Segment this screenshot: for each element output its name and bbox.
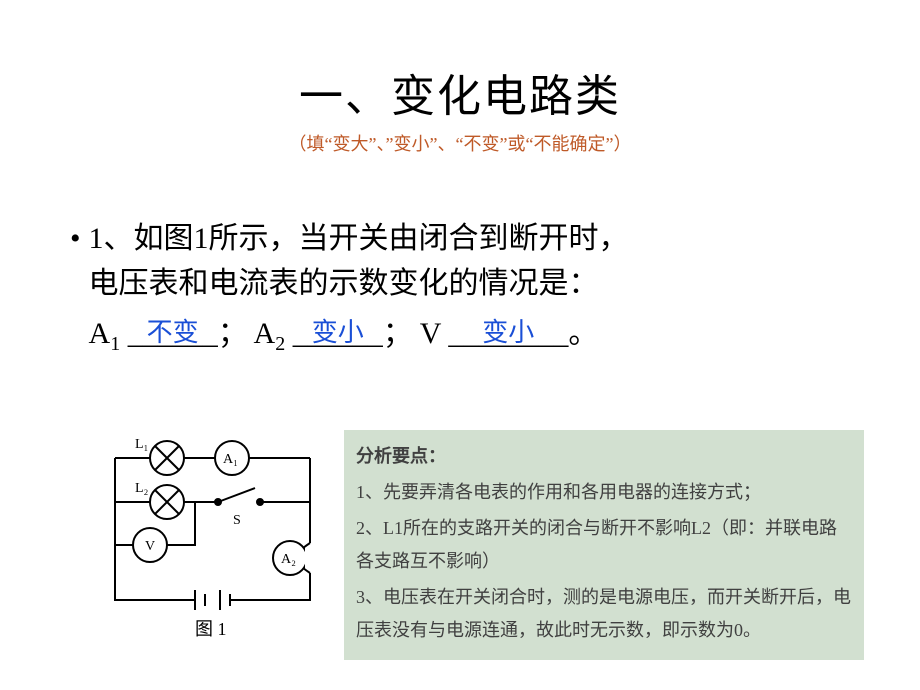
analysis-box: 分析要点： 1、先要弄清各电表的作用和各用电器的连接方式； 2、L1所在的支路开… — [344, 430, 864, 660]
end-punct: 。 — [568, 317, 598, 350]
sep1: ； — [218, 317, 248, 350]
v-answer: 变小 — [448, 312, 568, 354]
analysis-title: 分析要点： — [356, 440, 852, 472]
a2-answer: 变小 — [293, 312, 383, 354]
analysis-p1: 1、先要弄清各电表的作用和各用电器的连接方式； — [356, 476, 852, 508]
a1-label-pre: A — [89, 317, 111, 350]
a2-label-pre: A — [254, 317, 276, 350]
v-label: V — [420, 317, 441, 350]
diagram-caption: 图 1 — [195, 619, 227, 639]
diagram-label-a2: A₂ — [281, 552, 296, 567]
diagram-label-l1: L₁ — [135, 437, 148, 452]
question-line-2: 电压表和电流表的示数变化的情况是： — [89, 261, 850, 306]
diagram-label-v: V — [145, 539, 155, 554]
diagram-label-l2: L₂ — [135, 481, 149, 496]
answer-line: A1 不变 ______ ； A2 变小 ______ ； V 变小 _____… — [89, 310, 850, 360]
analysis-p3: 3、电压表在开关闭合时，测的是电源电压，而开关断开后，电压表没有与电源连通，故此… — [356, 581, 852, 646]
a1-answer: 不变 — [128, 312, 218, 354]
main-title: 一、变化电路类 — [0, 60, 920, 124]
a1-sub: 1 — [110, 333, 120, 355]
analysis-p2: 2、L1所在的支路开关的闭合与断开不影响L2（即：并联电路各支路互不影响） — [356, 512, 852, 577]
subtitle: （填“变大”、”变小”、“不变”或“不能确定”） — [0, 130, 920, 156]
diagram-label-s: S — [233, 513, 241, 528]
diagram-label-a1: A₁ — [223, 452, 238, 467]
question-line-1: 1、如图1所示，当开关由闭合到断开时， — [89, 216, 850, 261]
sep2: ； — [383, 317, 413, 350]
a2-sub: 2 — [275, 333, 285, 355]
circuit-diagram: L₁ L₂ A₁ A₂ V S 图 1 — [95, 430, 330, 645]
bullet: • — [70, 216, 81, 261]
